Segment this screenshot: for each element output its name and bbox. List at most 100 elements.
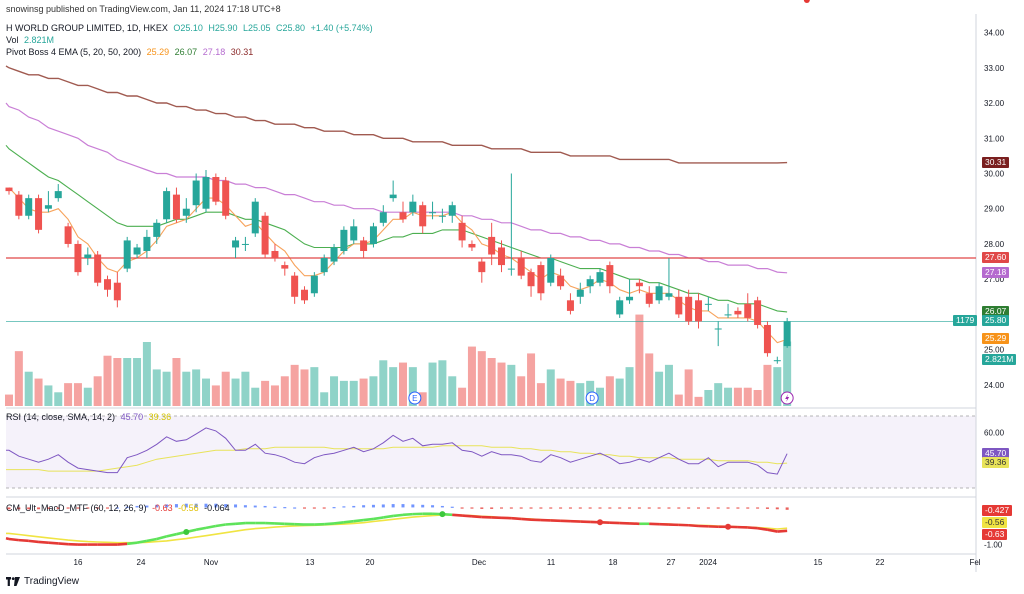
macd-tag: -0.56 bbox=[982, 517, 1008, 528]
volume-bar bbox=[44, 385, 53, 406]
rsi-ma-value: 39.36 bbox=[148, 412, 172, 422]
macd-line-segment bbox=[521, 517, 532, 521]
candle-body bbox=[596, 272, 604, 283]
candle-body bbox=[281, 265, 289, 269]
candle-body bbox=[340, 229, 348, 251]
macd-histogram-bar bbox=[421, 504, 425, 508]
macd-line-segment bbox=[146, 537, 157, 543]
macd-line-segment bbox=[38, 540, 49, 545]
volume-bar bbox=[182, 371, 191, 406]
volume-bar bbox=[280, 376, 289, 406]
macd-histogram-bar bbox=[539, 507, 543, 509]
candle-body bbox=[153, 222, 161, 237]
macd-histogram-bar bbox=[775, 507, 779, 510]
volume-bar bbox=[192, 369, 201, 406]
rsi-tick-label: 60.00 bbox=[984, 428, 1005, 437]
volume-bar bbox=[536, 383, 545, 406]
volume-bar bbox=[330, 376, 339, 406]
symbol-name: H WORLD GROUP LIMITED, 1D, HKEX bbox=[6, 23, 168, 33]
volume-bar bbox=[714, 383, 723, 406]
candle-body bbox=[301, 289, 308, 301]
volume-bar bbox=[763, 364, 772, 406]
volume-bar bbox=[369, 376, 378, 406]
macd-line-segment bbox=[353, 518, 364, 523]
macd-histogram-bar bbox=[243, 505, 247, 508]
ema-lines bbox=[5, 65, 788, 344]
candle-body bbox=[635, 282, 643, 287]
candle-body bbox=[163, 191, 171, 220]
candle-body bbox=[291, 275, 299, 297]
volume-bar bbox=[54, 392, 63, 406]
candle-body bbox=[429, 212, 437, 214]
candle-body bbox=[232, 240, 240, 248]
macd-histogram-bar bbox=[312, 507, 316, 509]
macd-legend[interactable]: CM_Ult_MacD_MTF (60, 12, 26, 9) -0.63 -0… bbox=[6, 503, 233, 513]
macd-histogram-bar bbox=[726, 507, 730, 509]
macd-line-segment bbox=[777, 529, 788, 533]
macd-histogram-bar bbox=[401, 504, 405, 508]
macd-histogram-bar bbox=[145, 505, 149, 508]
macd-histogram-bar bbox=[362, 505, 366, 508]
macd-histogram-bar bbox=[549, 507, 553, 509]
macd-histogram-bar bbox=[667, 507, 671, 509]
publish-info: snowinsg published on TradingView.com, J… bbox=[6, 4, 281, 14]
rsi-ma-line bbox=[6, 445, 788, 472]
macd-histogram-bar bbox=[647, 507, 651, 509]
macd-line-segment bbox=[28, 539, 39, 544]
macd-line-segment bbox=[225, 522, 236, 526]
macd-label: CM_Ult_MacD_MTF (60, 12, 26, 9) bbox=[6, 503, 147, 513]
macd-histogram-bar bbox=[155, 504, 159, 508]
volume-legend[interactable]: Vol 2.821M bbox=[6, 35, 57, 45]
tradingview-logo[interactable]: TradingView bbox=[6, 576, 79, 587]
candle-body bbox=[113, 282, 121, 301]
macd-histogram-bar bbox=[618, 507, 622, 509]
y-tick-label: 31.00 bbox=[984, 134, 1005, 143]
x-tick-label: Nov bbox=[204, 558, 218, 567]
volume-bar bbox=[241, 371, 250, 406]
candle-body bbox=[5, 187, 13, 192]
symbol-legend[interactable]: H WORLD GROUP LIMITED, 1D, HKEX O25.10 H… bbox=[6, 23, 376, 33]
volume-bar bbox=[733, 387, 742, 406]
ema50-value: 27.18 bbox=[202, 47, 226, 57]
volume-bar bbox=[477, 351, 486, 406]
volume-bar bbox=[605, 376, 614, 406]
candle-body bbox=[94, 254, 102, 283]
candle-body bbox=[773, 360, 781, 362]
volume-bar bbox=[517, 376, 526, 406]
macd-line-segment bbox=[324, 522, 335, 526]
volume-bar bbox=[428, 362, 437, 406]
macd-line-segment bbox=[383, 514, 394, 519]
macd-histogram-bar bbox=[411, 504, 415, 508]
price-tag: 30.31 bbox=[982, 156, 1010, 168]
y-tick-label: 27.00 bbox=[984, 275, 1005, 284]
x-tick-label: 27 bbox=[667, 558, 676, 567]
macd-histogram-bar bbox=[765, 507, 769, 509]
candle-body bbox=[665, 293, 673, 297]
rsi-label: RSI (14, close, SMA, 14, 2) bbox=[6, 412, 116, 422]
volume-bar bbox=[133, 358, 142, 406]
candle-body bbox=[74, 243, 82, 273]
macd-line-segment bbox=[343, 519, 354, 524]
x-tick-label: Dec bbox=[472, 558, 486, 567]
macd-histogram-bar bbox=[194, 503, 198, 508]
macd-line-segment bbox=[373, 516, 384, 521]
volume-bar bbox=[458, 387, 467, 406]
macd-histogram-bar bbox=[568, 507, 572, 509]
candle-body bbox=[448, 205, 456, 216]
macd-histogram-bar bbox=[76, 507, 80, 509]
macd-histogram-bar bbox=[234, 504, 238, 508]
macd-histogram-bar bbox=[706, 507, 710, 509]
rsi-legend[interactable]: RSI (14, close, SMA, 14, 2) 45.70 39.36 bbox=[6, 412, 174, 422]
macd-histogram-bar bbox=[214, 503, 218, 508]
candle-body bbox=[586, 279, 594, 287]
volume-bar bbox=[576, 383, 585, 406]
macd-line-segment bbox=[767, 528, 778, 533]
ema-legend[interactable]: Pivot Boss 4 EMA (5, 20, 50, 200) 25.29 … bbox=[6, 47, 256, 57]
volume-bar bbox=[783, 341, 792, 406]
macd-histogram-bar bbox=[598, 507, 602, 509]
volume-bar bbox=[103, 355, 112, 406]
candle-body bbox=[54, 191, 62, 199]
